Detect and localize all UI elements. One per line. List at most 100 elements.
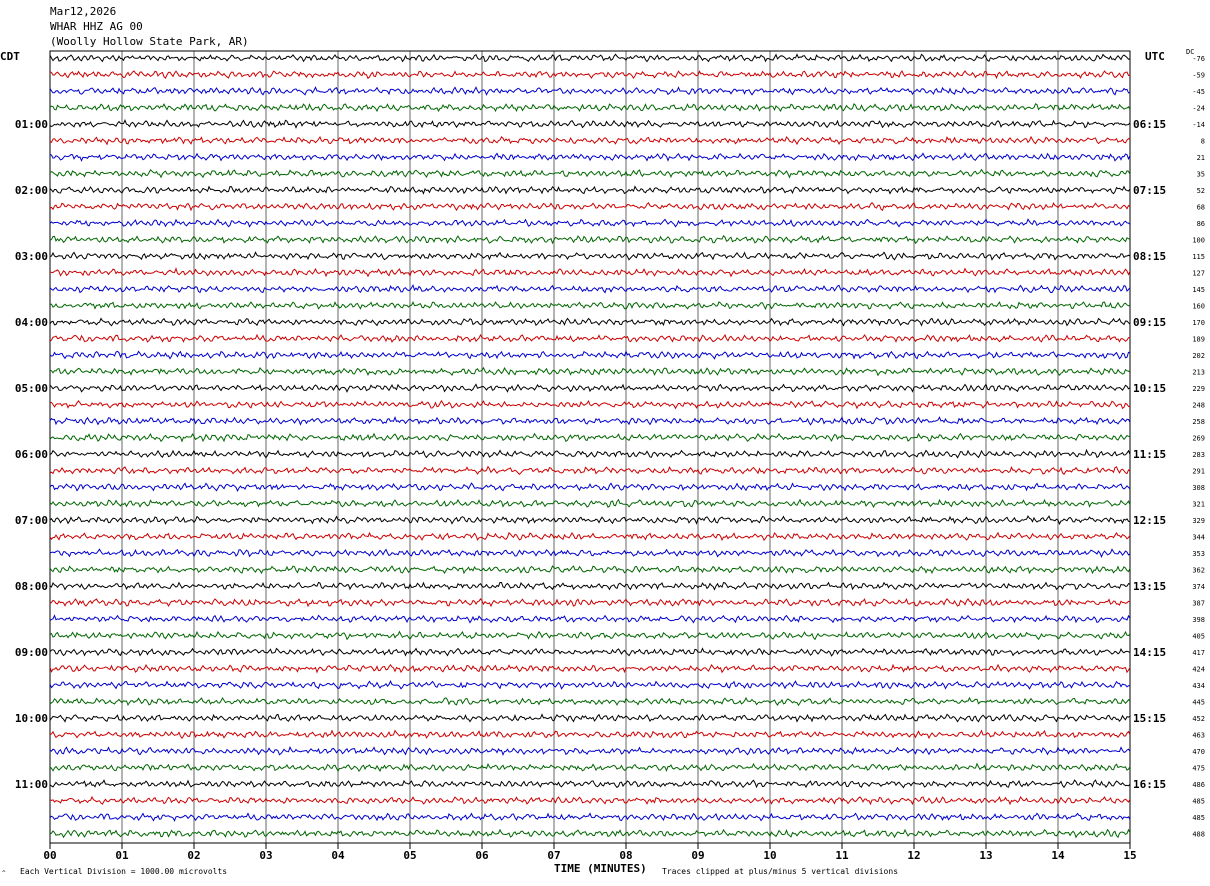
seismic-trace [49,448,1131,459]
utc-hour-label: 08:15 [1133,250,1166,263]
seismic-trace [49,135,1131,146]
seismic-trace [49,333,1131,343]
dc-offset-value: 170 [1192,319,1205,327]
x-tick-label: 07 [547,849,560,862]
seismic-trace [49,779,1131,789]
dc-offset-value: 463 [1192,732,1205,740]
x-tick-label: 05 [403,849,416,862]
seismic-trace [49,680,1131,690]
x-tick-label: 02 [187,849,200,862]
dc-offset-value: 417 [1192,649,1205,657]
dc-offset-value: -76 [1192,55,1205,63]
utc-hour-label: 16:15 [1133,778,1166,791]
cdt-hour-label: 07:00 [15,514,48,527]
dc-offset-value: 486 [1192,781,1205,789]
clip-note: Traces clipped at plus/minus 5 vertical … [662,867,899,876]
dc-offset-value: 344 [1192,534,1205,542]
seismic-trace [49,713,1131,723]
cdt-hour-label: 01:00 [15,118,48,131]
cdt-hour-label: 02:00 [15,184,48,197]
dc-offset-value: 405 [1192,633,1205,641]
seismic-trace [49,234,1131,245]
dc-offset-value: 398 [1192,616,1205,624]
dc-offset-value: 160 [1192,303,1205,311]
utc-hour-label: 09:15 [1133,316,1166,329]
x-tick-label: 13 [979,849,992,862]
dc-offset-value: 308 [1192,484,1205,492]
utc-hour-label: 07:15 [1133,184,1166,197]
dc-offset-value: 283 [1192,451,1205,459]
seismic-trace [49,531,1131,542]
seismic-trace [49,399,1131,410]
dc-offset-value: -45 [1192,88,1205,96]
dc-offset-value: 488 [1192,831,1205,839]
dc-offset-value: 68 [1197,204,1205,212]
seismic-trace [49,482,1131,492]
dc-offset-value: 100 [1192,237,1205,245]
x-tick-label: 01 [115,849,129,862]
dc-offset-value: 329 [1192,517,1205,525]
x-tick-label: 11 [835,849,849,862]
seismic-trace [49,284,1131,294]
cdt-hour-label: 11:00 [15,778,48,791]
seismic-trace [49,251,1131,261]
dc-offset-value: 387 [1192,600,1205,608]
dc-offset-value: 248 [1192,402,1205,410]
cdt-hour-label: 05:00 [15,382,48,395]
x-axis-title: TIME (MINUTES) [554,862,647,875]
dc-offset-value: 485 [1192,814,1205,822]
seismic-trace [49,383,1131,393]
x-tick-label: 03 [259,849,272,862]
channel-id: WHAR HHZ AG 00 [50,20,143,33]
seismic-trace [49,581,1131,591]
dc-offset-title: DC [1186,48,1195,56]
seismic-trace [49,647,1131,657]
seismic-trace [49,597,1131,608]
dc-offset-value: -14 [1192,121,1205,129]
station-name: (Woolly Hollow State Park, AR) [50,35,249,48]
utc-hour-label: 11:15 [1133,448,1166,461]
dc-offset-value: 213 [1192,369,1205,377]
dc-offset-value: 127 [1192,270,1205,278]
dc-offset-value: 202 [1192,352,1205,360]
seismic-trace [49,812,1131,822]
dc-offset-value: 374 [1192,583,1205,591]
seismic-trace [49,366,1131,377]
seismic-trace [49,102,1131,113]
seismic-trace [49,663,1131,674]
seismic-trace [49,515,1131,526]
seismic-trace [49,416,1131,426]
cdt-hour-label: 04:00 [15,316,48,329]
seismic-trace [49,317,1131,327]
cdt-hour-label: 03:00 [15,250,48,263]
x-tick-label: 00 [43,849,56,862]
seismic-trace [49,218,1131,228]
dc-offset-value: 189 [1192,336,1205,344]
dc-offset-value: 434 [1192,682,1205,690]
seismic-trace [49,465,1131,476]
dc-offset-value: 229 [1192,385,1205,393]
x-tick-label: 08 [619,849,632,862]
footer-mark: ^ [2,870,6,877]
seismic-trace [49,498,1131,509]
dc-offset-value: 424 [1192,666,1205,674]
seismic-trace [49,565,1131,575]
dc-offset-value: -24 [1192,105,1205,113]
x-tick-label: 14 [1051,849,1065,862]
utc-hour-label: 14:15 [1133,646,1166,659]
seismic-trace [49,795,1131,806]
seismic-trace [49,86,1131,96]
cdt-hour-label: 06:00 [15,448,48,461]
seismic-trace [49,185,1131,195]
dc-offset-value: 145 [1192,286,1205,294]
cdt-hour-label: 08:00 [15,580,48,593]
x-tick-label: 15 [1123,849,1136,862]
utc-hour-label: 06:15 [1133,118,1166,131]
plot-frame [49,50,1131,844]
seismic-trace [49,267,1131,278]
dc-offset-value: 258 [1192,418,1205,426]
dc-offset-value: 291 [1192,468,1205,476]
dc-offset-value: 485 [1192,798,1205,806]
dc-offset-value: 452 [1192,715,1205,723]
